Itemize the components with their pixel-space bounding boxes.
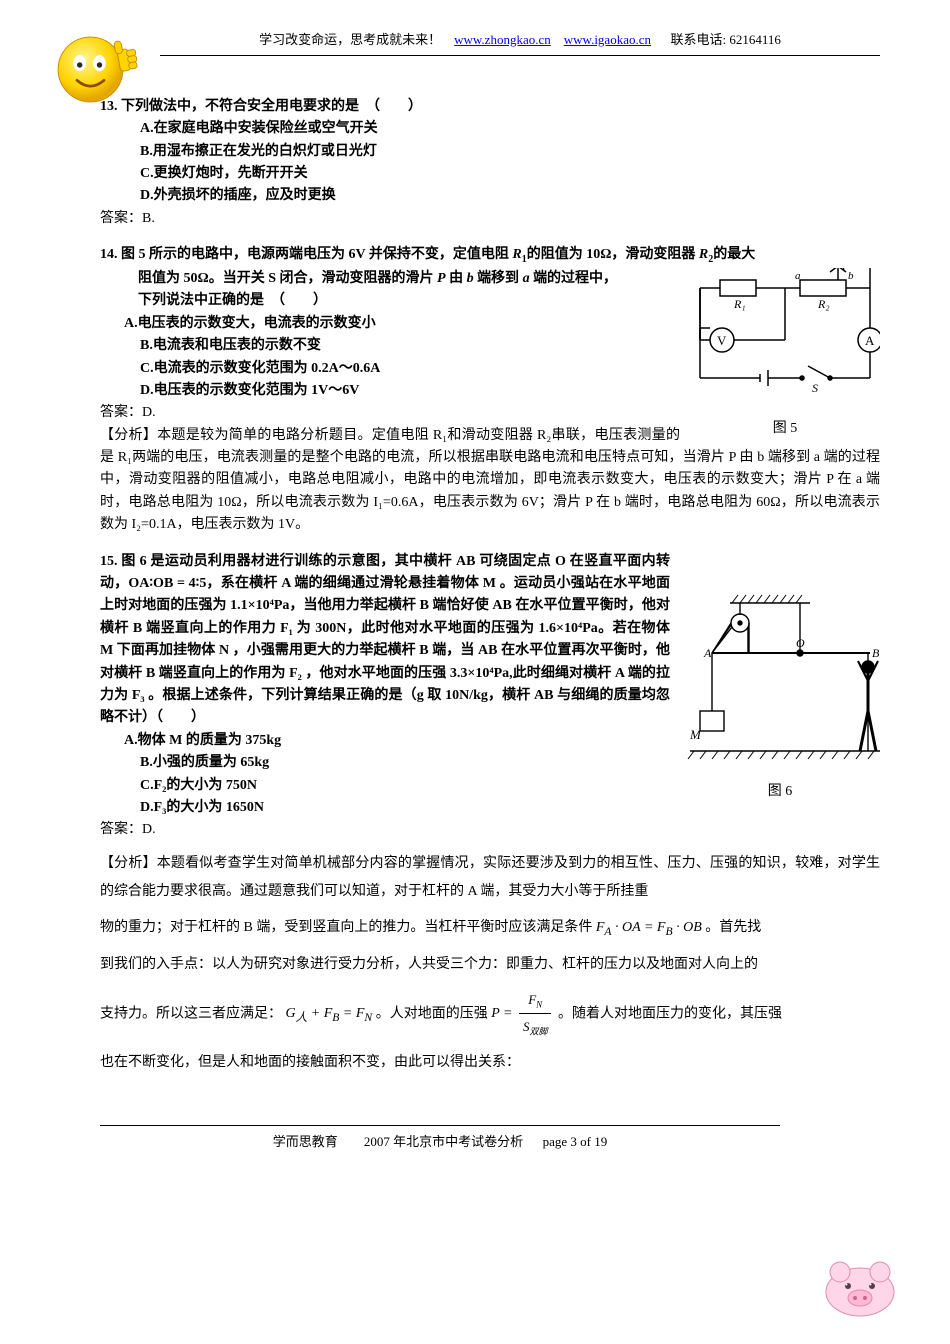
q14-text3: 的最大 xyxy=(713,247,755,262)
q14-c4: 端的过程中， xyxy=(530,271,618,286)
svg-text:A: A xyxy=(865,333,875,348)
q15-analysis-label: 【分析】 xyxy=(100,856,157,871)
svg-text:V: V xyxy=(717,333,727,348)
svg-text:P: P xyxy=(841,268,849,273)
figure-5: R₁ a b R₂ P A xyxy=(690,268,880,441)
page-footer: 学而思教育 2007 年北京市中考试卷分析 page 3 of 19 xyxy=(100,1125,780,1153)
q15-formula-2: G人 + FB = FN xyxy=(286,1006,373,1021)
footer-page: page 3 of 19 xyxy=(543,1134,608,1149)
q15-analysis-p4: 支持力。所以这三者应满足： G人 + FB = FN 。人对地面的压强 P = … xyxy=(100,987,880,1041)
q14-cont: 阻值为 50Ω。当开关 S 闭合，滑动变阻器的滑片 xyxy=(138,271,437,286)
q14-c2: 由 xyxy=(446,271,467,286)
figure-6: A B O xyxy=(680,591,880,804)
q15-formula-3: P = FN S双脚 xyxy=(491,1006,558,1021)
q13-option-b: B.用湿布擦正在发光的白炽灯或日光灯 xyxy=(140,141,880,163)
header-link-zhongkao[interactable]: www.zhongkao.cn xyxy=(454,32,551,47)
q13-stem: 13. 下列做法中，不符合安全用电要求的是 （ ） xyxy=(100,96,880,118)
svg-text:S: S xyxy=(812,381,818,395)
svg-text:b: b xyxy=(848,270,854,282)
q14-analysis-label: 【分析】 xyxy=(100,428,157,443)
q14-c3: 端移到 xyxy=(474,271,523,286)
q15-p4b: 。人对地面的压强 xyxy=(376,1006,488,1021)
q13-answer: 答案：B. xyxy=(100,208,880,230)
q13-option-c: C.更换灯炮时，先断开开关 xyxy=(140,163,880,185)
q15-p2a: 物的重力；对于杠杆的 B 端，受到竖直向上的推力。当杠杆平衡时应该满足条件 xyxy=(100,920,596,935)
page-header: 学习改变命运，思考成就未来！ www.zhongkao.cn www.igaok… xyxy=(160,30,880,56)
q14-analysis: 【分析】本题是较为简单的电路分析题目。定值电阻 R₁和滑动变阻器 R₂串联，电压… xyxy=(100,425,880,537)
q14-stem-line1: 14. 图 5 所示的电路中，电源两端电压为 6V 并保持不变，定值电阻 R1的… xyxy=(100,244,880,268)
pig-icon xyxy=(810,1244,910,1324)
q15-answer: 答案：D. xyxy=(100,819,880,841)
svg-text:A: A xyxy=(703,646,712,660)
q14-p: P xyxy=(437,271,446,286)
footer-brand: 学而思教育 xyxy=(273,1134,338,1149)
footer-title: 2007 年北京市中考试卷分析 xyxy=(364,1134,523,1149)
emoji-thumbs-up-icon xyxy=(50,20,140,110)
header-slogan: 学习改变命运，思考成就未来！ xyxy=(259,32,441,47)
q15-analysis: 【分析】本题看似考查学生对简单机械部分内容的掌握情况，实际还要涉及到力的相互性、… xyxy=(100,850,880,906)
svg-text:a: a xyxy=(795,270,801,282)
q13-option-a: A.在家庭电路中安装保险丝或空气开关 xyxy=(140,118,880,140)
q15-formula-1: FA · OA = FB · OB xyxy=(596,920,702,935)
figure-5-caption: 图 5 xyxy=(690,418,880,440)
figure-6-caption: 图 6 xyxy=(680,781,880,803)
q14-r1: R xyxy=(512,247,521,262)
q15-analysis-p5: 也在不断变化，但是人和地面的接触面积不变，由此可以得出关系： xyxy=(100,1049,880,1077)
svg-text:M: M xyxy=(689,727,702,742)
question-13: 13. 下列做法中，不符合安全用电要求的是 （ ） A.在家庭电路中安装保险丝或… xyxy=(100,96,880,230)
q14-r2: R xyxy=(699,247,708,262)
header-link-igaokao[interactable]: www.igaokao.cn xyxy=(564,32,651,47)
question-14: 14. 图 5 所示的电路中，电源两端电压为 6V 并保持不变，定值电阻 R1的… xyxy=(100,244,880,536)
q15-p4c: 。随着人对地面压力的变化，其压强 xyxy=(558,1006,782,1021)
q14-a: a xyxy=(523,271,530,286)
question-15: A B O xyxy=(100,551,880,1085)
svg-text:O: O xyxy=(796,636,805,650)
q15-analysis-p3: 到我们的入手点：以人为研究对象进行受力分析，人共受三个力：即重力、杠杆的压力以及… xyxy=(100,951,880,979)
header-phone: 联系电话: 62164116 xyxy=(671,32,781,47)
q14-analysis-text: 本题是较为简单的电路分析题目。定值电阻 R₁和滑动变阻器 R₂串联，电压表测量的… xyxy=(100,428,880,533)
q15-p2b: 。首先找 xyxy=(705,920,761,935)
q13-option-d: D.外壳损坏的插座，应及时更换 xyxy=(140,185,880,207)
q15-analysis-p2: 物的重力；对于杠杆的 B 端，受到竖直向上的推力。当杠杆平衡时应该满足条件 FA… xyxy=(100,914,880,943)
q14-b: b xyxy=(467,271,474,286)
q14-text: 14. 图 5 所示的电路中，电源两端电压为 6V 并保持不变，定值电阻 xyxy=(100,247,512,262)
svg-text:B: B xyxy=(872,646,880,660)
q14-text2: 的阻值为 10Ω，滑动变阻器 xyxy=(527,247,699,262)
svg-text:R₁: R₁ xyxy=(733,297,746,311)
svg-text:R₂: R₂ xyxy=(817,297,830,311)
q15-p4a: 支持力。所以这三者应满足： xyxy=(100,1006,282,1021)
q15-analysis-p1: 本题看似考查学生对简单机械部分内容的掌握情况，实际还要涉及到力的相互性、压力、压… xyxy=(100,856,880,899)
